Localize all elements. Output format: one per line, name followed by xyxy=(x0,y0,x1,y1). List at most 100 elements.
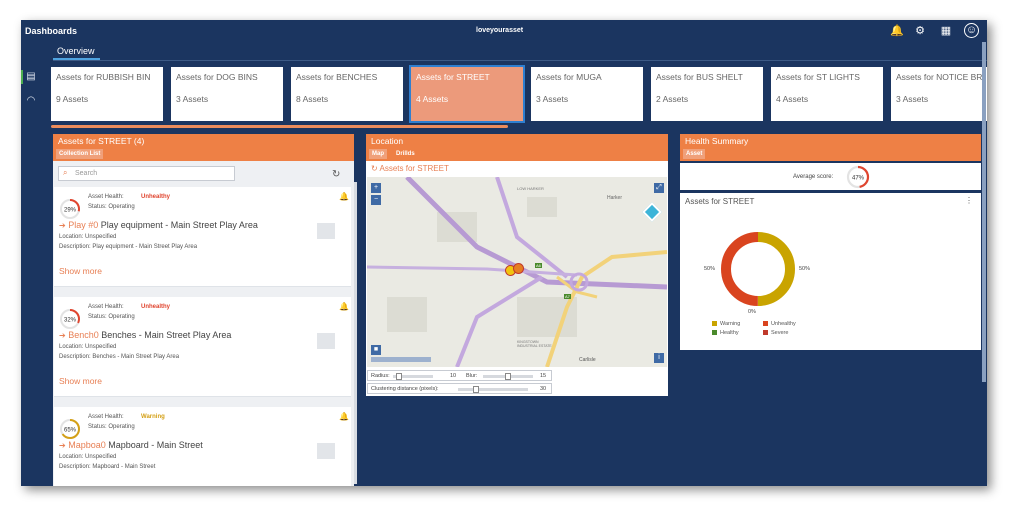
health-label: Asset Health: xyxy=(88,414,124,420)
asset-name: Mapboard - Main Street xyxy=(108,440,203,450)
clustering-slider[interactable]: Clustering distance (pixels): 30 xyxy=(367,383,552,394)
dashboard-icon[interactable]: ▤ xyxy=(26,71,36,82)
health-percent: 29% xyxy=(64,208,77,214)
asset-card-st-lights[interactable]: Assets for ST LIGHTS 4 Assets xyxy=(771,67,883,121)
bell-icon[interactable]: 🔔 xyxy=(339,412,349,421)
health-gauge-arc xyxy=(60,199,80,219)
left-sidebar: ▤ ◠ xyxy=(21,42,41,486)
health-label: Asset Health: xyxy=(88,194,124,200)
health-percent: 65% xyxy=(64,428,77,434)
clustering-label: Clustering distance (pixels): xyxy=(371,386,439,392)
map-view[interactable]: LOW HARKER Harker A6 A7 KINGSTOWN INDUST… xyxy=(367,177,667,367)
legend-unhealthy[interactable]: Unhealthy xyxy=(763,321,796,327)
search-placeholder: Search xyxy=(75,170,98,177)
show-more-link[interactable]: Show more xyxy=(59,266,102,276)
bell-icon[interactable]: 🔔 xyxy=(890,25,904,37)
asset-card-rubbish-bin[interactable]: Assets for RUBBISH BIN 9 Assets xyxy=(51,67,163,121)
image-placeholder-icon xyxy=(317,443,335,459)
asset-name-row[interactable]: ➔ Bench0 Benches - Main Street Play Area xyxy=(59,330,231,340)
refresh-icon[interactable]: ↻ xyxy=(371,164,378,173)
show-more-link[interactable]: Show more xyxy=(59,376,102,386)
asset-card-dog-bins[interactable]: Assets for DOG BINS 3 Assets xyxy=(171,67,283,121)
radius-slider[interactable]: Radius: 10 Blur: 15 xyxy=(367,370,552,381)
health-title: Health Summary xyxy=(685,136,749,146)
refresh-icon[interactable]: ↻ xyxy=(332,169,341,180)
asset-card-title: Assets for RUBBISH BIN xyxy=(56,72,151,82)
pie-slice-unhealthy[interactable] xyxy=(721,232,795,306)
active-indicator xyxy=(21,70,23,84)
map-road-marker: A6 xyxy=(535,263,542,268)
asset-card-bus-shelter[interactable]: Assets for BUS SHELT 2 Assets xyxy=(651,67,763,121)
pie-pct-label: 0% xyxy=(748,309,756,315)
list-scrollbar[interactable] xyxy=(354,182,357,484)
map-asset-cluster-icon[interactable] xyxy=(505,263,527,277)
card-strip-scrollbar[interactable] xyxy=(51,125,508,128)
asset-name-row[interactable]: ➔ Play #0 Play equipment - Main Street P… xyxy=(59,220,258,230)
average-score-value: 47% xyxy=(852,176,865,182)
average-score-arc xyxy=(846,165,870,189)
location-text: Location: Unspecified xyxy=(59,454,117,460)
location-text: Location: Unspecified xyxy=(59,344,117,350)
list-item[interactable]: 32% Asset Health: Unhealthy Status: Oper… xyxy=(54,297,351,397)
tab-asset[interactable]: Asset xyxy=(683,149,706,159)
search-input[interactable]: ⌕ Search xyxy=(58,166,235,181)
tab-drillds[interactable]: Drillds xyxy=(396,151,415,157)
arrow-circle-icon: ➔ xyxy=(59,221,66,230)
dashboard-window: Dashboards loveyourasset 🔔 ⚙ ▦ ☺ ▤ ◠ Ove… xyxy=(21,20,987,486)
asset-card-title: Assets for NOTICE BR xyxy=(896,72,983,82)
list-item[interactable]: 29% Asset Health: Unhealthy Status: Oper… xyxy=(54,187,351,287)
health-value: Unhealthy xyxy=(141,194,171,200)
legend-healthy[interactable]: Healthy xyxy=(712,330,739,336)
tab-collection-list[interactable]: Collection List xyxy=(56,149,104,159)
radius-label: Radius: xyxy=(371,373,390,379)
asset-name-row[interactable]: ➔ Mapboa0 Mapboard - Main Street xyxy=(59,440,203,450)
info-icon[interactable]: i xyxy=(654,353,664,363)
zoom-in-button[interactable]: + xyxy=(371,183,381,193)
asset-card-count: 3 Assets xyxy=(176,94,209,104)
user-icon[interactable]: ☺ xyxy=(964,23,979,38)
app-title: Dashboards xyxy=(25,26,78,36)
health-gauge-arc xyxy=(60,419,80,439)
asset-card-benches[interactable]: Assets for BENCHES 8 Assets xyxy=(291,67,403,121)
bell-icon[interactable]: 🔔 xyxy=(339,192,349,201)
asset-card-muga[interactable]: Assets for MUGA 3 Assets xyxy=(531,67,643,121)
average-score-box: Average score: 47% xyxy=(680,163,981,190)
health-value: Unhealthy xyxy=(141,304,171,310)
asset-card-count: 3 Assets xyxy=(536,94,569,104)
kebab-menu-icon[interactable]: ⋮ xyxy=(965,196,973,205)
map-title: Assets for STREET xyxy=(379,164,449,173)
clustering-value: 30 xyxy=(540,386,547,392)
fullscreen-icon[interactable]: ⤢ xyxy=(654,183,664,193)
legend-warning[interactable]: Warning xyxy=(712,321,740,327)
description-text: Description: Mapboard - Main Street xyxy=(59,464,156,470)
bell-icon[interactable]: 🔔 xyxy=(339,302,349,311)
asset-card-count: 3 Assets xyxy=(896,94,929,104)
tab-overview[interactable]: Overview xyxy=(57,46,95,56)
health-gauge: 29% xyxy=(60,199,80,219)
asset-card-notice-board[interactable]: Assets for NOTICE BR 3 Assets xyxy=(891,67,987,121)
asset-card-street[interactable]: Assets for STREET 4 Assets xyxy=(409,65,525,123)
health-percent: 32% xyxy=(64,318,77,324)
radius-value: 10 xyxy=(450,373,457,379)
average-score-label: Average score: xyxy=(793,174,834,180)
health-value: Warning xyxy=(141,414,165,420)
asset-card-count: 4 Assets xyxy=(776,94,809,104)
average-score-gauge: 47% xyxy=(846,165,870,189)
zoom-out-button[interactable]: − xyxy=(371,195,381,205)
arrow-circle-icon: ➔ xyxy=(59,441,66,450)
asset-card-count: 2 Assets xyxy=(656,94,689,104)
list-item[interactable]: 65% Asset Health: Warning Status: Operat… xyxy=(54,407,351,486)
legend-severe[interactable]: Severe xyxy=(763,330,788,336)
gauge-icon[interactable]: ◠ xyxy=(26,95,36,106)
health-gauge-arc xyxy=(60,309,80,329)
map-title-row: ↻ Assets for STREET xyxy=(371,164,449,173)
location-title: Location xyxy=(371,136,404,146)
description-text: Description: Benches - Main Street Play … xyxy=(59,354,180,360)
page-scrollbar[interactable] xyxy=(982,42,986,382)
asset-card-title: Assets for BENCHES xyxy=(296,72,378,82)
grid-icon[interactable]: ▦ xyxy=(940,25,952,37)
tab-map[interactable]: Map xyxy=(369,149,387,159)
health-panel-header: Health Summary Asset xyxy=(680,134,981,161)
search-icon: ⌕ xyxy=(63,168,68,177)
gear-icon[interactable]: ⚙ xyxy=(915,25,925,37)
